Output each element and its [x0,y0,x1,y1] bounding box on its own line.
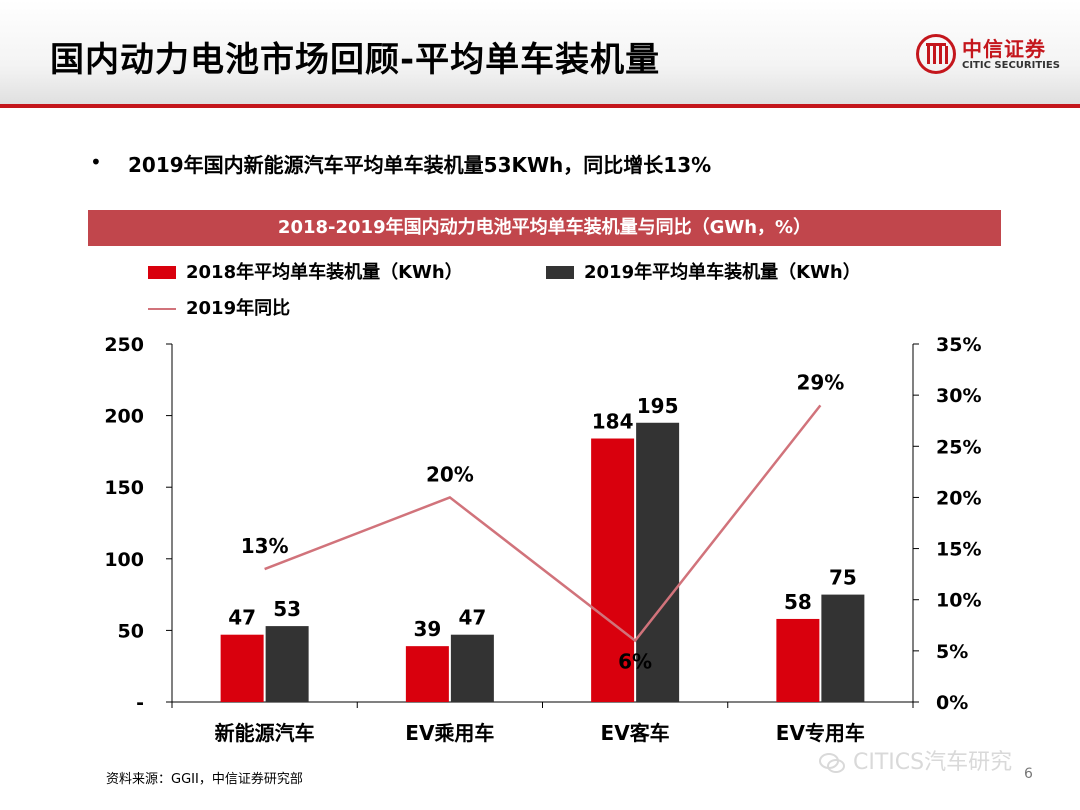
y-left-tick-label: 100 [104,549,144,571]
yoy-value-label: 20% [426,462,474,486]
y-right-tick-label: 35% [936,334,981,356]
legend-swatch-2019 [546,266,574,279]
y-left-tick-label: 150 [104,477,144,499]
bar-2018 [405,646,449,702]
legend-label-2018: 2018年平均单车装机量（KWh） [186,262,463,283]
legend-line-yoy [148,308,176,310]
bar-value-label: 39 [413,617,441,641]
y-left-tick-label: 50 [118,620,144,642]
bar-value-label: 75 [829,566,857,590]
x-tick-label: EV专用车 [776,721,865,745]
y-right-tick-label: 0% [936,692,968,714]
bar-value-label: 47 [458,606,486,630]
page-number: 6 [1024,766,1033,782]
bar-value-label: 58 [784,590,812,614]
source-note: 资料来源：GGII，中信证券研究部 [106,772,303,787]
header-divider [0,104,1080,108]
bar-2018 [776,618,820,702]
legend-label-2019: 2019年平均单车装机量（KWh） [584,262,861,283]
y-right-tick-label: 30% [936,385,981,407]
citic-logo-icon [916,34,956,74]
y-right-tick-label: 25% [936,436,981,458]
x-tick-label: 新能源汽车 [215,721,315,745]
legend-label-yoy: 2019年同比 [186,298,291,319]
bar-2018 [591,438,635,702]
bar-2019 [450,634,494,702]
bullet-dot: • [90,150,102,174]
citic-logo: 中信证券 CITIC SECURITIES [916,34,1066,78]
watermark-text: CITICS汽车研究 [853,750,1013,775]
y-left-tick-label: - [136,692,144,714]
y-left-tick-label: 200 [104,406,144,428]
chart-title: 2018-2019年国内动力电池平均单车装机量与同比（GWh，%） [88,210,1001,246]
bar-2019 [265,626,309,702]
yoy-value-label: 29% [796,370,844,394]
bar-2019 [821,594,865,702]
bar-value-label: 47 [228,606,256,630]
legend-swatch-2018 [148,266,176,279]
logo-text-cn: 中信证券 [962,37,1046,61]
y-right-tick-label: 20% [936,487,981,509]
logo-text-en: CITIC SECURITIES [962,60,1060,71]
header-bar: 国内动力电池市场回顾-平均单车装机量 中信证券 CITIC SECURITIES [0,0,1080,108]
page-title: 国内动力电池市场回顾-平均单车装机量 [50,40,661,80]
x-tick-label: EV客车 [601,721,670,745]
yoy-value-label: 6% [618,650,652,674]
y-right-tick-label: 5% [936,641,968,663]
bar-value-label: 184 [592,410,634,434]
y-right-tick-label: 10% [936,590,981,612]
wechat-icon [819,753,845,773]
yoy-value-label: 13% [241,534,289,558]
bullet-text: 2019年国内新能源汽车平均单车装机量53KWh，同比增长13% [128,153,712,177]
watermark: CITICS汽车研究 [818,744,1012,776]
x-tick-label: EV乘用车 [405,721,494,745]
bar-value-label: 195 [637,394,679,418]
bar-value-label: 53 [273,597,301,621]
y-left-tick-label: 250 [104,334,144,356]
y-right-tick-label: 15% [936,539,981,561]
bar-2019 [636,422,680,702]
bar-2018 [220,634,264,702]
yoy-line [264,404,822,643]
